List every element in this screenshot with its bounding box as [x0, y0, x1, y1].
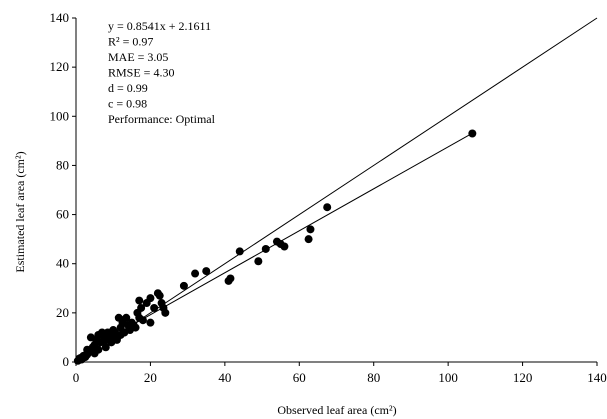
data-point: [304, 235, 313, 244]
x-tick-label: 40: [218, 370, 231, 385]
data-point: [254, 257, 263, 266]
stat-line: MAE = 3.05: [108, 50, 168, 64]
data-point: [226, 274, 235, 283]
data-point: [280, 242, 289, 251]
y-tick-label: 40: [56, 256, 69, 271]
x-tick-label: 140: [587, 370, 607, 385]
axis-ticks: 0 20 40 60 80 100 120 140 0 20 40 60 80 100 120 140: [50, 10, 607, 385]
data-points: [73, 129, 477, 365]
data-point: [261, 244, 270, 253]
stat-line: d = 0.99: [108, 81, 148, 95]
data-point: [135, 296, 144, 305]
data-point: [306, 225, 315, 234]
data-point: [131, 323, 140, 332]
data-point: [179, 281, 188, 290]
x-tick-label: 60: [293, 370, 306, 385]
data-point: [122, 313, 131, 322]
axes: [75, 18, 597, 363]
y-tick-label: 0: [63, 354, 70, 369]
data-point: [235, 247, 244, 256]
stat-line: Performance: Optimal: [108, 112, 216, 126]
stat-line: RMSE = 4.30: [108, 66, 174, 80]
stat-line: R² = 0.97: [108, 35, 153, 49]
y-axis-title: Estimated leaf area (cm²): [13, 151, 27, 272]
data-point: [146, 318, 155, 327]
x-tick-label: 80: [367, 370, 380, 385]
x-tick-label: 100: [438, 370, 458, 385]
data-point: [202, 267, 211, 276]
x-tick-label: 120: [513, 370, 533, 385]
y-tick-label: 20: [56, 305, 69, 320]
data-point: [323, 203, 332, 212]
x-tick-label: 0: [73, 370, 80, 385]
x-tick-label: 20: [144, 370, 157, 385]
y-tick-label: 60: [56, 207, 69, 222]
y-tick-label: 120: [50, 59, 70, 74]
data-point: [137, 303, 146, 312]
data-point: [146, 294, 155, 303]
data-point: [155, 291, 164, 300]
data-point: [150, 303, 159, 312]
data-point: [161, 308, 170, 317]
data-point: [94, 345, 103, 354]
data-point: [468, 129, 477, 138]
x-axis-title: Observed leaf area (cm²): [277, 403, 396, 417]
data-point: [138, 316, 147, 325]
y-tick-label: 140: [50, 10, 70, 25]
y-tick-label: 100: [50, 108, 70, 123]
stat-line: y = 0.8541x + 2.1611: [108, 19, 211, 33]
data-point: [191, 269, 200, 278]
data-point: [101, 343, 110, 352]
stat-line: c = 0.98: [108, 97, 147, 111]
y-tick-label: 80: [56, 157, 69, 172]
